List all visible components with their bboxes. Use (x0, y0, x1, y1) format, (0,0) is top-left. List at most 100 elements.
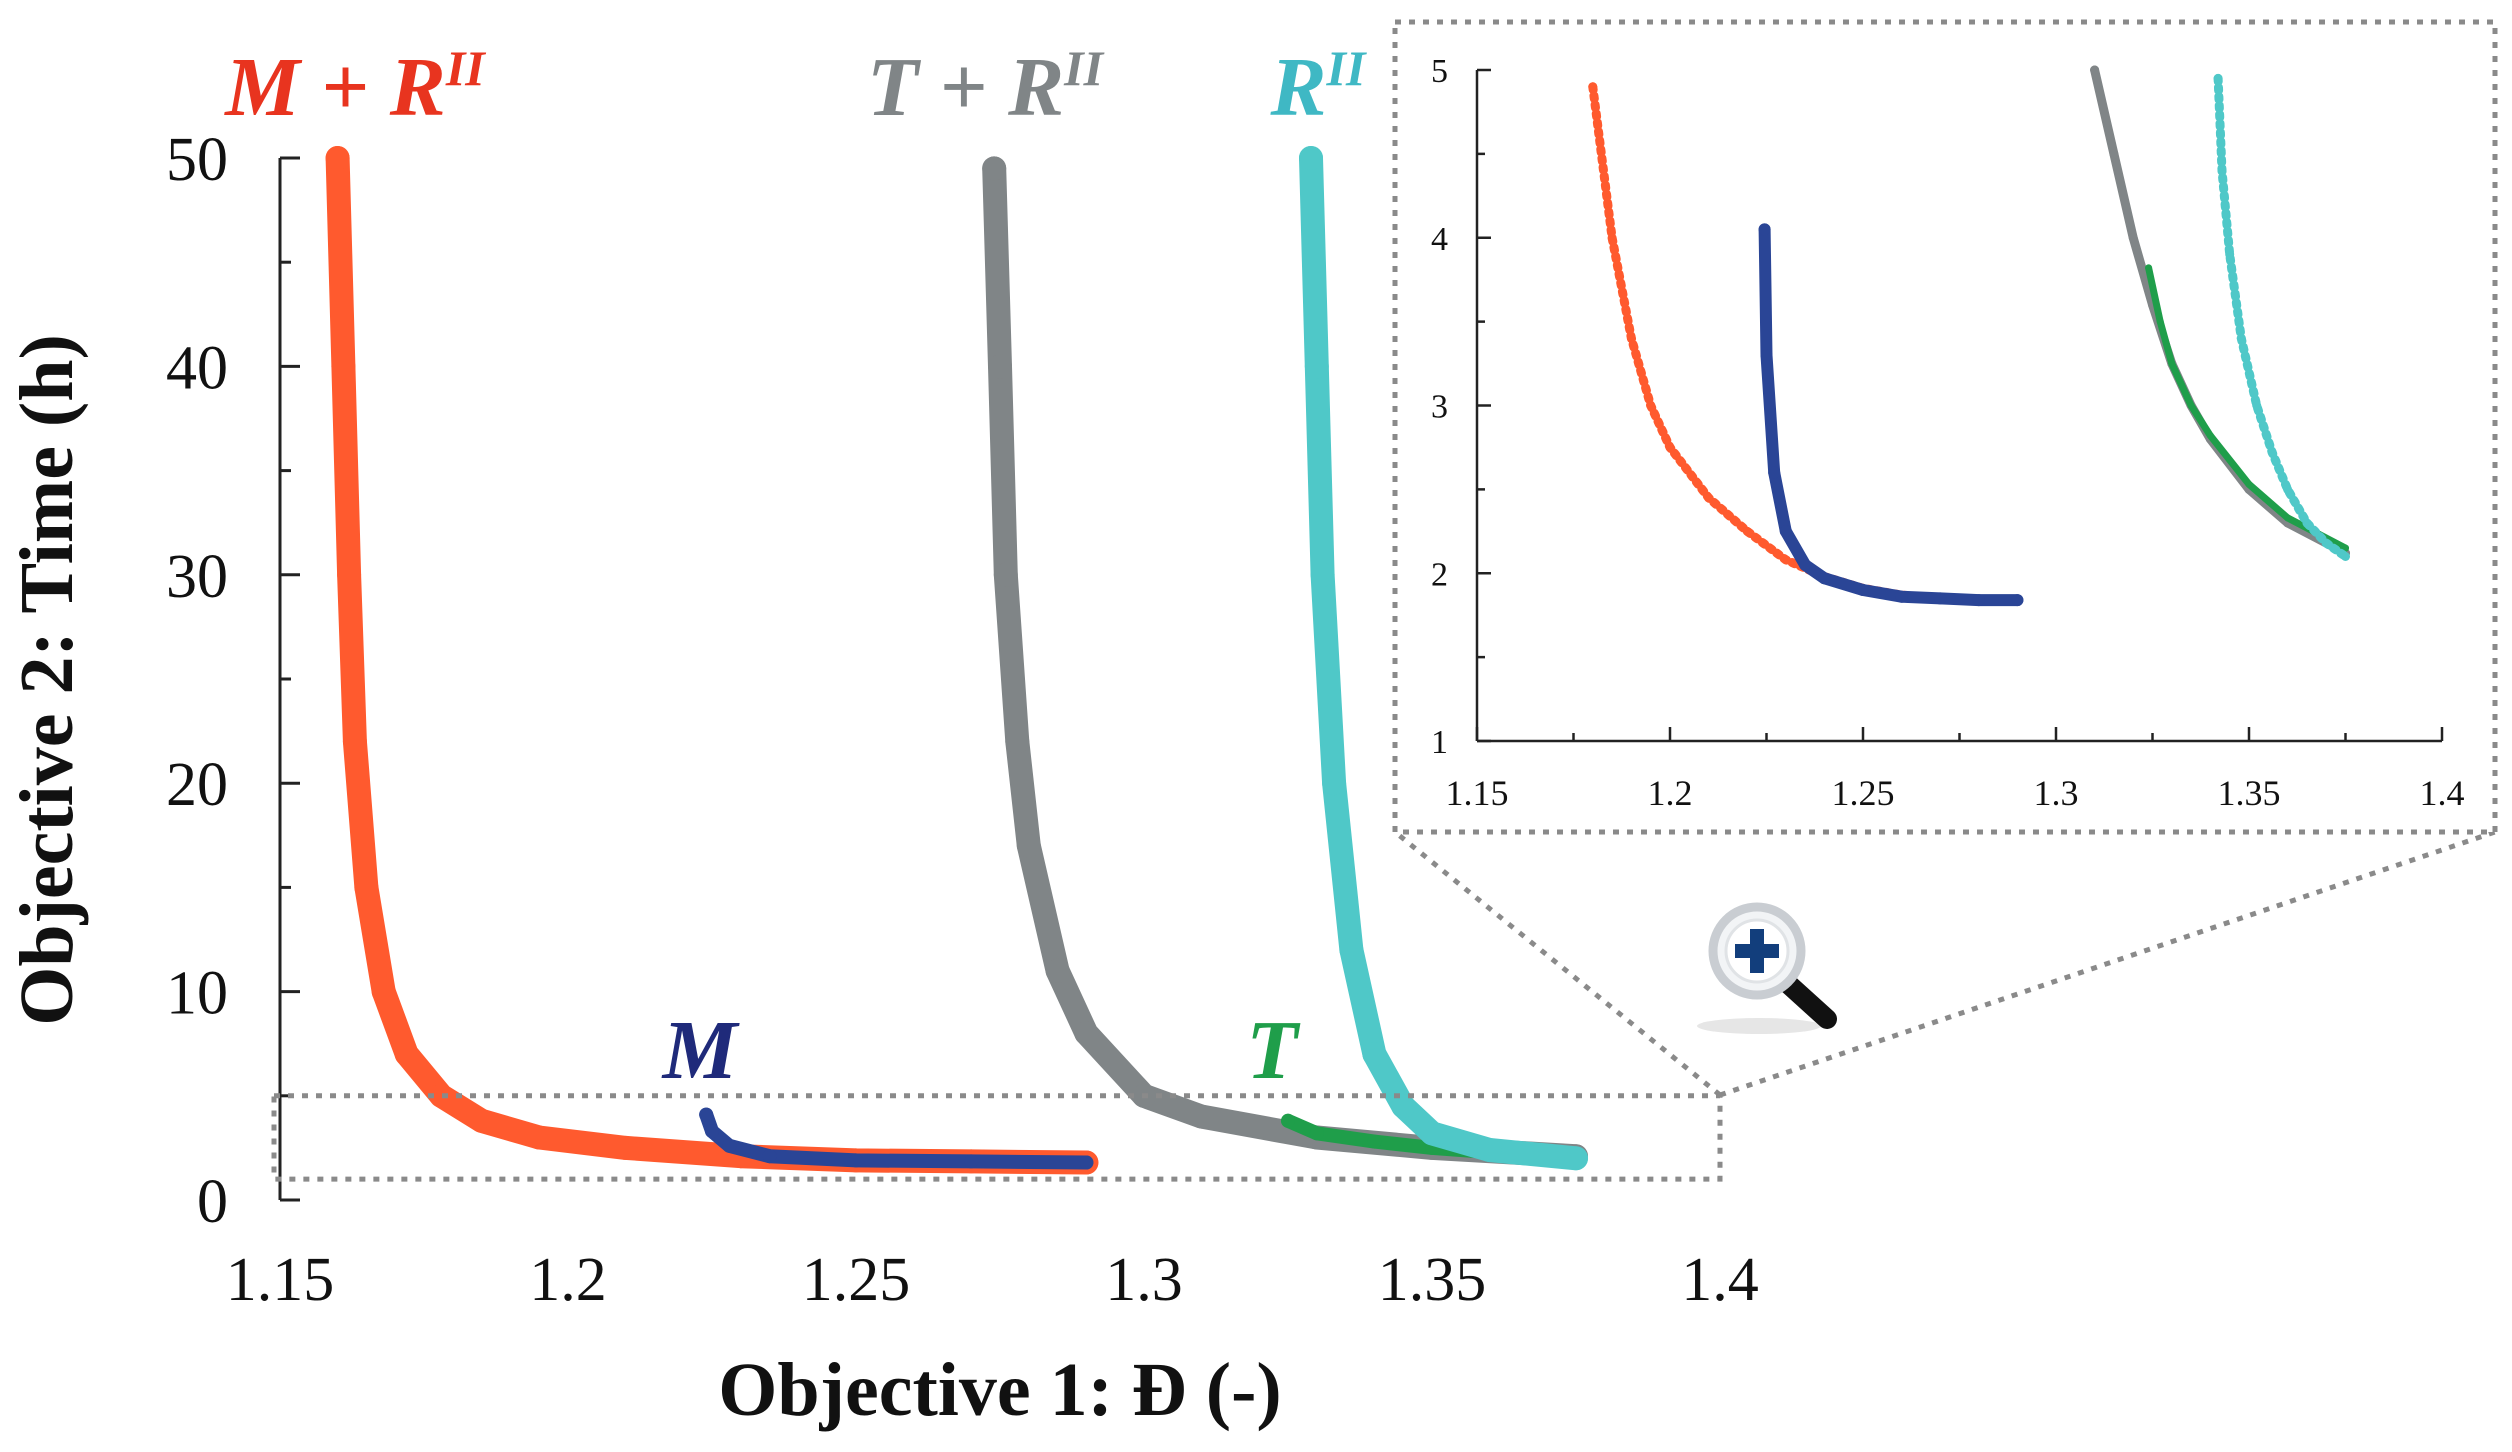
inset-chart: 1 2 3 4 5 1.15 1.2 1.25 1.3 1.35 1.4 (1392, 19, 2498, 835)
inset-series-group (1588, 65, 2350, 607)
x-tick-label: 1.4 (1681, 1246, 1759, 1314)
inset-data-point (2145, 264, 2153, 272)
inset-data-point (2321, 538, 2331, 548)
data-point (1016, 833, 1041, 858)
inset-data-point (1895, 590, 1908, 603)
inset-y-tick-label: 1 (1431, 724, 1448, 761)
main-x-ticks: 1.15 1.2 1.25 1.3 1.35 1.4 (226, 1246, 1759, 1314)
data-point (993, 562, 1018, 587)
data-point (705, 1124, 719, 1139)
data-point (988, 354, 1012, 379)
inset-data-point (2284, 514, 2292, 522)
data-point (354, 875, 379, 900)
inset-data-point (2252, 401, 2262, 410)
inset-y-tick-label: 4 (1431, 221, 1448, 258)
data-point (1391, 1094, 1416, 1119)
y-tick-label: 10 (166, 960, 228, 1028)
main-series-group (325, 146, 1588, 1175)
data-point (1310, 562, 1335, 587)
inset-data-point (2156, 318, 2164, 326)
data-point (1309, 1126, 1324, 1141)
y-tick-label: 30 (166, 543, 228, 611)
inset-y-tick-label: 5 (1431, 53, 1448, 90)
inset-data-point (1626, 333, 1636, 343)
data-point (982, 156, 1007, 181)
data-point (1322, 771, 1347, 796)
inset-data-point (2213, 73, 2223, 83)
inset-x-tick-label: 1.35 (2218, 773, 2281, 813)
data-point (1362, 1042, 1387, 1067)
series-line-4 (1299, 146, 1588, 1171)
inset-data-point (1799, 558, 1812, 571)
inset-data-point (1758, 223, 1771, 236)
inset-ticks: 1 2 3 4 5 1.15 1.2 1.25 1.3 1.35 1.4 (1431, 53, 2465, 813)
data-point (1564, 1146, 1588, 1171)
inset-data-point (1768, 466, 1781, 479)
main-y-ticks: 0 10 20 30 40 50 (166, 126, 300, 1236)
data-point (1367, 1134, 1382, 1149)
data-point (1189, 1104, 1214, 1129)
inset-data-point (2217, 166, 2227, 176)
inset-data-point (1857, 584, 1869, 596)
inset-data-point (1607, 233, 1617, 243)
series-labels: M + RII T + RII RII M T (223, 40, 1367, 1097)
y-tick-label: 40 (166, 334, 228, 402)
inset-data-point (2341, 552, 2350, 561)
zoom-region-box (271, 1093, 1723, 1182)
inset-data-point (2187, 402, 2195, 409)
data-point (699, 1107, 714, 1122)
data-point (1339, 937, 1364, 962)
inset-data-point (1818, 572, 1831, 585)
inset-data-point (2011, 594, 2024, 607)
inset-data-point (1588, 82, 1598, 92)
y-axis-title: Objective 2: Time (h) (5, 334, 89, 1026)
data-point (469, 1108, 494, 1133)
series-label: T (1246, 1004, 1301, 1097)
data-point (1304, 354, 1329, 379)
data-point (849, 1153, 863, 1168)
data-point (1420, 1121, 1444, 1146)
data-point (762, 1149, 777, 1164)
inset-data-point (1646, 401, 1656, 410)
data-point (331, 354, 356, 379)
inset-series-line-3 (2145, 264, 2349, 552)
inset-data-point (1934, 592, 1947, 605)
data-point (429, 1083, 454, 1108)
inset-data-point (2090, 65, 2100, 75)
data-point (1079, 1155, 1094, 1170)
data-point (1299, 146, 1323, 170)
data-point (1281, 1113, 1295, 1128)
x-tick-label: 1.35 (1378, 1246, 1487, 1314)
inset-y-tick-label: 2 (1431, 556, 1448, 593)
data-point (527, 1125, 552, 1150)
inset-data-point (1665, 442, 1675, 452)
inset-data-point (2302, 518, 2312, 528)
data-point (722, 1138, 737, 1153)
data-point (394, 1042, 419, 1067)
x-tick-label: 1.2 (529, 1246, 607, 1314)
inset-data-point (1742, 526, 1752, 536)
inset-series-line-4 (2213, 73, 2350, 561)
y-tick-label: 0 (197, 1168, 228, 1236)
inset-data-point (1704, 493, 1714, 503)
inset-x-tick-label: 1.15 (1446, 773, 1509, 813)
data-point (1005, 729, 1030, 754)
magnifier-plus-icon (1697, 902, 1837, 1034)
inset-data-point (2109, 149, 2119, 159)
inset-data-point (2128, 233, 2138, 243)
series-label: M (661, 1004, 741, 1097)
data-point (342, 729, 367, 754)
inset-data-point (2168, 360, 2176, 368)
data-point (1045, 958, 1070, 983)
inset-data-point (1781, 555, 1791, 565)
series-label: M + RII (223, 40, 486, 134)
inset-data-point (2206, 432, 2214, 440)
zoom-connector-right (1719, 829, 2496, 1098)
series-label: RII (1270, 40, 1367, 134)
inset-x-tick-label: 1.2 (1648, 773, 1693, 813)
data-point (325, 146, 350, 170)
x-tick-label: 1.25 (802, 1246, 911, 1314)
y-tick-label: 20 (166, 751, 228, 819)
